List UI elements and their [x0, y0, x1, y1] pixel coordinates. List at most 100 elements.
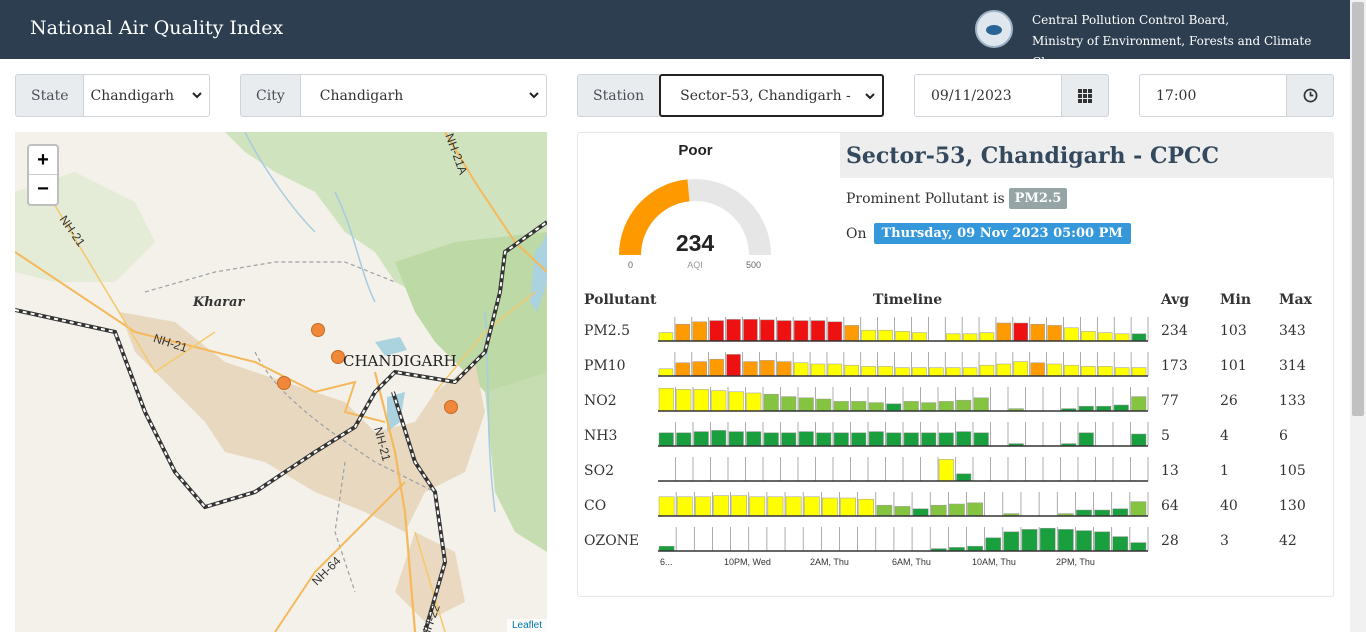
timeline-bar[interactable] [1094, 509, 1110, 517]
timeline-bar[interactable] [711, 390, 727, 412]
calendar-button[interactable] [1062, 74, 1109, 117]
scrollbar-thumb[interactable] [1352, 2, 1364, 416]
pollutant-timeline-chart[interactable] [658, 492, 1154, 520]
timeline-bar[interactable] [1039, 527, 1056, 552]
timeline-bar[interactable] [929, 367, 944, 377]
timeline-bar[interactable] [692, 321, 707, 342]
timeline-bar[interactable] [878, 366, 893, 377]
timeline-bar[interactable] [760, 319, 775, 342]
timeline-bar[interactable] [1058, 529, 1074, 552]
timeline-bar[interactable] [767, 496, 784, 517]
timeline-bar[interactable] [967, 502, 983, 517]
timeline-bar[interactable] [962, 367, 978, 377]
timeline-bar[interactable] [798, 397, 814, 412]
timeline-bar[interactable] [676, 496, 693, 517]
timeline-bar[interactable] [840, 497, 856, 517]
map-canvas[interactable] [15, 132, 547, 632]
timeline-bar[interactable] [781, 396, 797, 412]
clock-button[interactable] [1287, 74, 1334, 117]
leaflet-attribution-link[interactable]: Leaflet [506, 619, 547, 632]
timeline-bar[interactable] [810, 363, 826, 377]
vertical-scrollbar[interactable] [1350, 0, 1366, 632]
timeline-bar[interactable] [746, 392, 762, 412]
timeline-bar[interactable] [1113, 404, 1129, 412]
timeline-bar[interactable] [1131, 367, 1147, 377]
timeline-bar[interactable] [822, 497, 838, 517]
timeline-bar[interactable] [985, 537, 1002, 552]
timeline-bar[interactable] [1030, 362, 1045, 377]
timeline-bar[interactable] [693, 389, 709, 412]
timeline-bar[interactable] [816, 398, 832, 412]
timeline-bar[interactable] [844, 325, 860, 342]
timeline-bar[interactable] [1131, 396, 1147, 412]
timeline-bar[interactable] [726, 354, 741, 377]
timeline-bar[interactable] [1013, 361, 1028, 377]
timeline-bar[interactable] [861, 366, 876, 377]
city-select[interactable]: Chandigarh [299, 74, 547, 117]
timeline-bar[interactable] [793, 362, 809, 377]
timeline-bar[interactable] [861, 329, 876, 342]
timeline-bar[interactable] [921, 402, 937, 412]
state-select[interactable]: Chandigarh [83, 74, 210, 117]
timeline-bar[interactable] [827, 363, 843, 377]
timeline-bar[interactable] [1076, 530, 1092, 552]
timeline-bar[interactable] [1076, 509, 1092, 517]
timeline-bar[interactable] [1013, 322, 1028, 342]
timeline-bar[interactable] [1112, 508, 1129, 517]
timeline-bar[interactable] [743, 361, 758, 377]
timeline-bar[interactable] [731, 495, 747, 517]
timeline-bar[interactable] [810, 320, 826, 342]
pollutant-timeline-chart[interactable] [658, 457, 1154, 485]
timeline-bar[interactable] [676, 389, 692, 412]
timeline-bar[interactable] [973, 397, 989, 412]
pollutant-timeline-chart[interactable] [658, 352, 1154, 380]
timeline-bar[interactable] [1098, 332, 1113, 342]
timeline-bar[interactable] [785, 496, 802, 517]
timeline-bar[interactable] [1003, 531, 1020, 552]
timeline-bar[interactable] [658, 368, 674, 377]
timeline-bar[interactable] [1030, 323, 1045, 342]
timeline-bar[interactable] [1098, 366, 1113, 377]
timeline-bar[interactable] [658, 432, 674, 447]
timeline-bar[interactable] [760, 360, 775, 377]
timeline-bar[interactable] [1130, 501, 1147, 517]
timeline-bar[interactable] [695, 496, 711, 517]
station-marker[interactable] [331, 350, 345, 364]
timeline-bar[interactable] [996, 322, 1012, 342]
timeline-bar[interactable] [798, 431, 814, 447]
timeline-bar[interactable] [996, 363, 1012, 377]
timeline-bar[interactable] [803, 496, 820, 517]
timeline-bar[interactable] [878, 329, 893, 342]
timeline-bar[interactable] [781, 432, 797, 447]
timeline-bar[interactable] [711, 430, 727, 447]
timeline-bar[interactable] [746, 431, 762, 447]
timeline-bar[interactable] [851, 401, 867, 412]
timeline-bar[interactable] [858, 498, 875, 517]
timeline-bar[interactable] [709, 358, 724, 377]
timeline-bar[interactable] [726, 319, 741, 342]
timeline-bar[interactable] [1047, 325, 1062, 342]
timeline-bar[interactable] [749, 496, 766, 517]
timeline-bar[interactable] [763, 393, 779, 412]
timeline-bar[interactable] [1064, 327, 1079, 342]
timeline-bar[interactable] [938, 459, 954, 482]
timeline-bar[interactable] [938, 432, 954, 447]
timeline-bar[interactable] [945, 367, 961, 377]
timeline-bar[interactable] [962, 333, 978, 342]
timeline-bar[interactable] [1114, 367, 1130, 377]
pollutant-timeline-chart[interactable] [658, 527, 1154, 555]
timeline-bar[interactable] [912, 332, 927, 342]
station-marker[interactable] [277, 376, 291, 390]
timeline-bar[interactable] [903, 401, 919, 412]
timeline-bar[interactable] [956, 431, 972, 447]
timeline-bar[interactable] [1047, 363, 1062, 377]
timeline-bar[interactable] [979, 364, 995, 377]
timeline-bar[interactable] [851, 432, 867, 447]
timeline-bar[interactable] [777, 361, 792, 377]
timeline-bar[interactable] [763, 432, 779, 447]
timeline-bar[interactable] [1081, 366, 1096, 377]
station-map[interactable]: Kharar CHANDIGARH NH-21 NH-21 NH-21 NH-2… [15, 132, 547, 632]
timeline-bar[interactable] [816, 432, 832, 447]
timeline-bar[interactable] [833, 432, 849, 447]
timeline-bar[interactable] [930, 504, 947, 517]
